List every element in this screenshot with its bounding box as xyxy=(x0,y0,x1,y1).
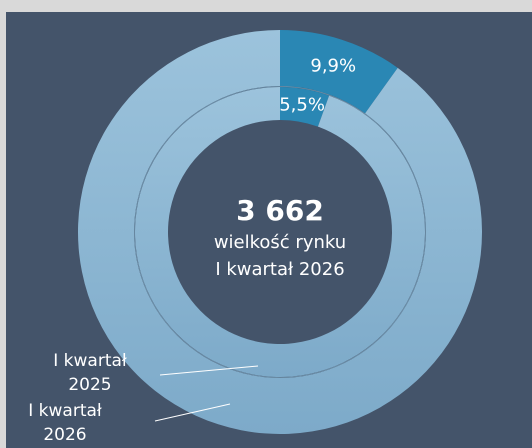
leader-line xyxy=(159,365,259,376)
data-label: 9,9% xyxy=(310,55,356,76)
donut-segment xyxy=(280,87,330,127)
center-text: I kwartał 2026 xyxy=(215,259,344,280)
leader-line xyxy=(154,403,231,422)
center-value: 3 662 xyxy=(236,194,324,227)
series-label: I kwartał 2026 xyxy=(28,401,102,445)
ring-separator xyxy=(134,86,426,378)
donut-segment xyxy=(280,30,398,114)
data-label: 5,5% xyxy=(279,94,325,115)
center-text: wielkość rynku xyxy=(214,232,346,253)
series-label: I kwartał 2025 xyxy=(53,351,127,395)
